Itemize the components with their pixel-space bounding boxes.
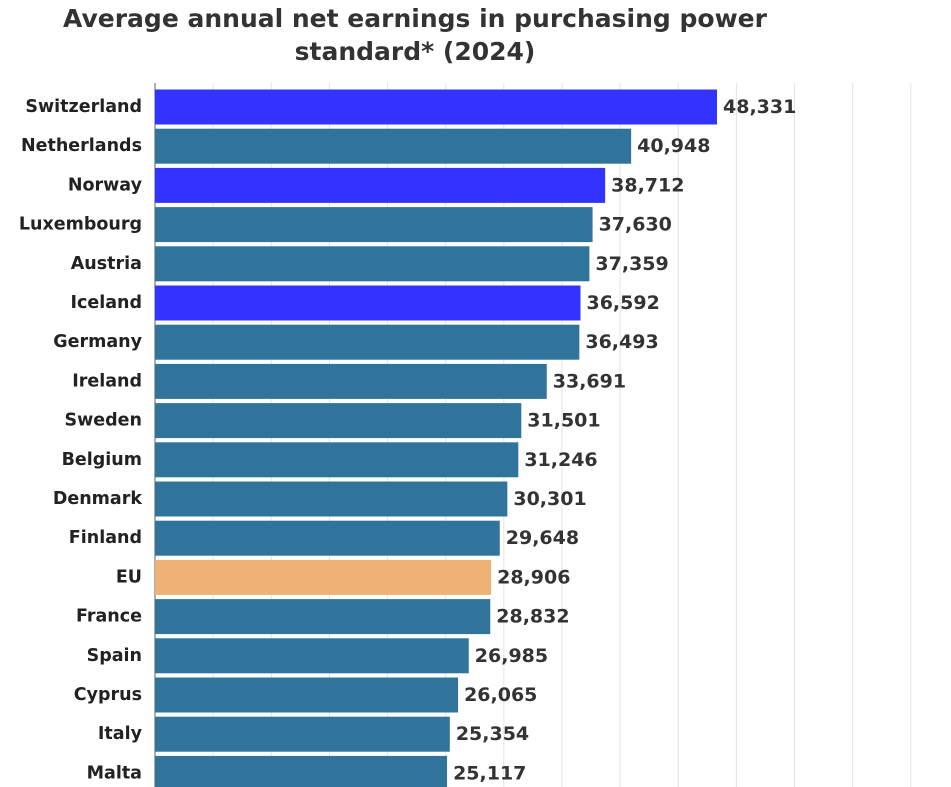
bar-eu xyxy=(155,559,492,595)
bar-denmark xyxy=(155,481,508,517)
bar-switzerland xyxy=(155,89,717,125)
bar-cyprus xyxy=(155,677,459,713)
value-label: 36,592 xyxy=(586,292,659,314)
bar-malta xyxy=(155,755,448,787)
value-label: 37,630 xyxy=(599,214,672,236)
bar-finland xyxy=(155,520,500,556)
category-label: Iceland xyxy=(70,293,142,313)
value-label: 40,948 xyxy=(637,135,710,157)
bar-austria xyxy=(155,246,590,282)
category-label: Belgium xyxy=(62,450,142,470)
value-label: 25,117 xyxy=(453,762,526,784)
value-label: 28,832 xyxy=(496,606,569,628)
category-label: Ireland xyxy=(72,371,142,391)
bar-netherlands xyxy=(155,128,632,164)
value-label: 37,359 xyxy=(595,253,668,275)
chart-title: Average annual net earnings in purchasin… xyxy=(63,4,767,66)
category-label: Luxembourg xyxy=(19,215,142,235)
category-label: Denmark xyxy=(53,489,143,509)
value-label: 28,906 xyxy=(497,566,570,588)
category-label: Sweden xyxy=(65,411,143,431)
bar-germany xyxy=(155,324,580,360)
value-label: 26,985 xyxy=(475,645,548,667)
value-label: 25,354 xyxy=(456,723,529,745)
bar-sweden xyxy=(155,403,522,439)
bar-luxembourg xyxy=(155,207,593,243)
category-label: EU xyxy=(116,567,142,587)
category-label: Malta xyxy=(87,763,142,783)
bar-iceland xyxy=(155,285,581,321)
category-label: Austria xyxy=(71,254,142,274)
bar-ireland xyxy=(155,363,547,399)
labels: Switzerland 48,331 Netherlands 40,948 Norway… xyxy=(19,96,797,784)
value-label: 36,493 xyxy=(585,331,658,353)
value-label: 33,691 xyxy=(553,370,626,392)
category-label: Switzerland xyxy=(25,97,142,117)
value-label: 31,246 xyxy=(524,449,597,471)
category-label: Cyprus xyxy=(74,685,142,705)
value-label: 26,065 xyxy=(464,684,537,706)
category-label: France xyxy=(76,607,142,627)
value-label: 31,501 xyxy=(527,410,600,432)
category-label: Spain xyxy=(87,646,142,666)
value-label: 29,648 xyxy=(506,527,579,549)
category-label: Germany xyxy=(53,332,142,352)
category-label: Italy xyxy=(98,724,143,744)
bar-spain xyxy=(155,638,469,674)
bar-norway xyxy=(155,167,606,203)
value-label: 38,712 xyxy=(611,174,684,196)
category-label: Finland xyxy=(69,528,142,548)
bars xyxy=(155,89,717,787)
bar-italy xyxy=(155,716,450,752)
category-label: Norway xyxy=(68,175,143,195)
bar-france xyxy=(155,599,491,635)
value-label: 48,331 xyxy=(723,96,796,118)
bar-belgium xyxy=(155,442,519,478)
value-label: 30,301 xyxy=(513,488,586,510)
category-label: Netherlands xyxy=(21,136,142,156)
